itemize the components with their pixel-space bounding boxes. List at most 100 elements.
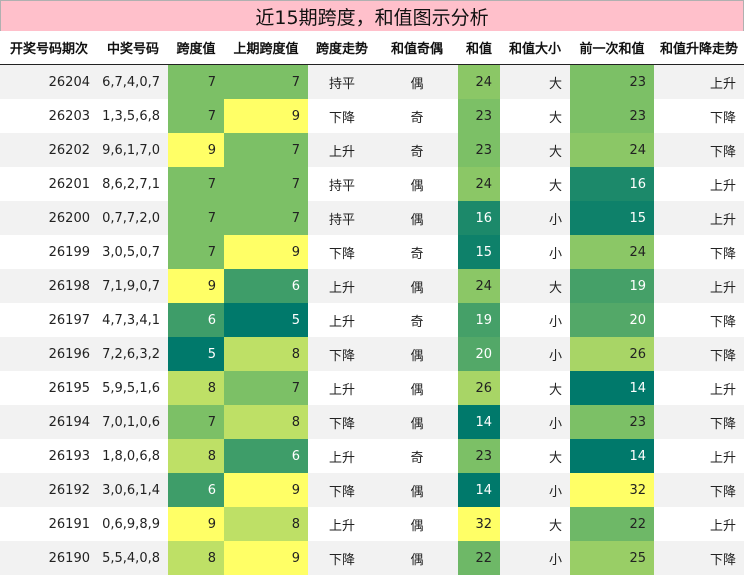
cell-numbers: 7,0,1,0,6 (98, 405, 168, 439)
cell-sum: 24 (458, 167, 500, 201)
cell-size: 小 (500, 303, 570, 337)
cell-size: 大 (500, 167, 570, 201)
cell-parity: 奇 (376, 133, 458, 167)
cell-prev-sum: 23 (570, 99, 654, 133)
cell-numbers: 4,7,3,4,1 (98, 303, 168, 337)
cell-parity: 偶 (376, 337, 458, 371)
cell-numbers: 0,7,7,2,0 (98, 201, 168, 235)
cell-numbers: 0,6,9,8,9 (98, 507, 168, 541)
cell-sum: 20 (458, 337, 500, 371)
cell-span-trend: 下降 (308, 235, 376, 269)
cell-prev-sum: 19 (570, 269, 654, 303)
cell-prev-span: 9 (224, 235, 308, 269)
cell-span: 7 (168, 64, 224, 99)
cell-span-trend: 持平 (308, 64, 376, 99)
header-sum: 和值 (458, 31, 500, 65)
cell-parity: 偶 (376, 507, 458, 541)
table-row: 26195 5,9,5,1,6 8 7 上升偶 26 大 14 上升 (0, 371, 744, 405)
cell-span: 7 (168, 99, 224, 133)
cell-span: 8 (168, 541, 224, 575)
cell-span-trend: 上升 (308, 303, 376, 337)
cell-sum: 16 (458, 201, 500, 235)
cell-sum-trend: 下降 (654, 99, 744, 133)
cell-issue: 26202 (0, 133, 98, 167)
cell-numbers: 3,0,5,0,7 (98, 235, 168, 269)
cell-span: 9 (168, 507, 224, 541)
cell-size: 小 (500, 337, 570, 371)
cell-sum-trend: 下降 (654, 337, 744, 371)
cell-parity: 奇 (376, 303, 458, 337)
cell-size: 小 (500, 235, 570, 269)
cell-numbers: 5,9,5,1,6 (98, 371, 168, 405)
analysis-table: 开奖号码期次 中奖号码 跨度值 上期跨度值 跨度走势 和值奇偶 和值 和值大小 … (0, 31, 744, 575)
cell-numbers: 9,6,1,7,0 (98, 133, 168, 167)
cell-span-trend: 持平 (308, 201, 376, 235)
cell-prev-sum: 20 (570, 303, 654, 337)
cell-issue: 26201 (0, 167, 98, 201)
cell-issue: 26200 (0, 201, 98, 235)
cell-parity: 奇 (376, 439, 458, 473)
table-row: 26200 0,7,7,2,0 7 7 持平偶 16 小 15 上升 (0, 201, 744, 235)
cell-span-trend: 上升 (308, 269, 376, 303)
table-row: 26202 9,6,1,7,0 9 7 上升奇 23 大 24 下降 (0, 133, 744, 167)
cell-prev-span: 7 (224, 371, 308, 405)
cell-sum: 23 (458, 133, 500, 167)
table-row: 26196 7,2,6,3,2 5 8 下降偶 20 小 26 下降 (0, 337, 744, 371)
cell-span: 6 (168, 303, 224, 337)
cell-prev-sum: 16 (570, 167, 654, 201)
cell-prev-span: 8 (224, 337, 308, 371)
cell-sum-trend: 上升 (654, 371, 744, 405)
cell-sum: 22 (458, 541, 500, 575)
cell-sum: 24 (458, 64, 500, 99)
cell-parity: 偶 (376, 64, 458, 99)
cell-prev-sum: 26 (570, 337, 654, 371)
cell-span: 9 (168, 133, 224, 167)
cell-sum: 15 (458, 235, 500, 269)
cell-size: 小 (500, 473, 570, 507)
header-prev-sum: 前一次和值 (570, 31, 654, 65)
cell-parity: 偶 (376, 167, 458, 201)
cell-span-trend: 下降 (308, 541, 376, 575)
cell-size: 大 (500, 133, 570, 167)
header-span: 跨度值 (168, 31, 224, 65)
cell-prev-sum: 24 (570, 235, 654, 269)
cell-sum: 24 (458, 269, 500, 303)
cell-prev-span: 7 (224, 133, 308, 167)
cell-sum-trend: 上升 (654, 167, 744, 201)
cell-numbers: 7,2,6,3,2 (98, 337, 168, 371)
cell-span-trend: 上升 (308, 133, 376, 167)
cell-span: 7 (168, 201, 224, 235)
cell-size: 大 (500, 64, 570, 99)
table-row: 26193 1,8,0,6,8 8 6 上升奇 23 大 14 上升 (0, 439, 744, 473)
cell-issue: 26195 (0, 371, 98, 405)
table-row: 26192 3,0,6,1,4 6 9 下降偶 14 小 32 下降 (0, 473, 744, 507)
cell-sum-trend: 上升 (654, 507, 744, 541)
cell-prev-span: 8 (224, 507, 308, 541)
table-row: 26190 5,5,4,0,8 8 9 下降偶 22 小 25 下降 (0, 541, 744, 575)
cell-issue: 26198 (0, 269, 98, 303)
table-row: 26194 7,0,1,0,6 7 8 下降偶 14 小 23 下降 (0, 405, 744, 439)
page-title: 近15期跨度，和值图示分析 (0, 0, 744, 32)
cell-prev-span: 8 (224, 405, 308, 439)
cell-span-trend: 下降 (308, 337, 376, 371)
cell-issue: 26192 (0, 473, 98, 507)
cell-issue: 26197 (0, 303, 98, 337)
header-parity: 和值奇偶 (376, 31, 458, 65)
cell-parity: 偶 (376, 201, 458, 235)
header-size: 和值大小 (500, 31, 570, 65)
cell-sum-trend: 上升 (654, 64, 744, 99)
cell-numbers: 7,1,9,0,7 (98, 269, 168, 303)
cell-sum-trend: 下降 (654, 303, 744, 337)
table-row: 26203 1,3,5,6,8 7 9 下降奇 23 大 23 下降 (0, 99, 744, 133)
cell-prev-span: 5 (224, 303, 308, 337)
table-row: 26201 8,6,2,7,1 7 7 持平偶 24 大 16 上升 (0, 167, 744, 201)
cell-parity: 奇 (376, 99, 458, 133)
cell-prev-span: 7 (224, 64, 308, 99)
cell-sum-trend: 上升 (654, 269, 744, 303)
cell-prev-sum: 32 (570, 473, 654, 507)
cell-prev-span: 9 (224, 473, 308, 507)
cell-sum-trend: 下降 (654, 473, 744, 507)
cell-span: 7 (168, 405, 224, 439)
cell-sum-trend: 上升 (654, 439, 744, 473)
cell-issue: 26190 (0, 541, 98, 575)
